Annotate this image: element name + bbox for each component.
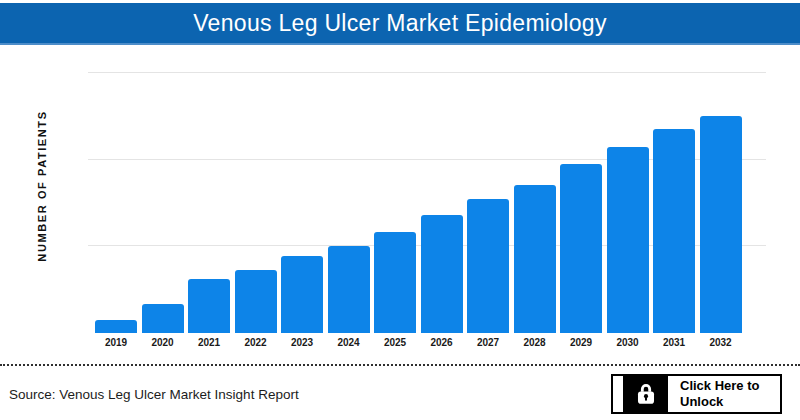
bar-2032: [700, 116, 742, 333]
bar-2021: [188, 279, 230, 333]
bar-2020: [142, 304, 184, 333]
x-tick-label: 2028: [514, 337, 556, 348]
x-tick-label: 2024: [328, 337, 370, 348]
bar-2030: [607, 147, 649, 333]
dotted-separator: [0, 364, 800, 366]
x-tick-label: 2019: [95, 337, 137, 348]
x-tick-label: 2032: [700, 337, 742, 348]
bar-2025: [374, 232, 416, 333]
x-tick-label: 2021: [188, 337, 230, 348]
title-banner: Venous Leg Ulcer Market Epidemiology: [0, 3, 800, 45]
unlock-button-gap: [613, 376, 623, 412]
bar-2029: [560, 164, 602, 333]
x-tick-label: 2025: [374, 337, 416, 348]
x-tick-label: 2020: [142, 337, 184, 348]
x-tick-label: 2023: [281, 337, 323, 348]
unlock-button-label: Click Here to Unlock: [668, 376, 780, 412]
x-axis-labels: 2019 2020 2021 2022 2023 2024 2025 2026 2027 2028…: [95, 337, 742, 348]
bar-2026: [421, 215, 463, 333]
source-note: Source: Venous Leg Ulcer Market Insight …: [9, 387, 299, 402]
bar-chart-plot-area: [88, 73, 766, 333]
bar-2023: [281, 256, 323, 333]
x-tick-label: 2029: [560, 337, 602, 348]
x-tick-label: 2022: [235, 337, 277, 348]
chart-title: Venous Leg Ulcer Market Epidemiology: [193, 10, 607, 37]
unlock-button[interactable]: Click Here to Unlock: [611, 374, 782, 414]
x-tick-label: 2031: [653, 337, 695, 348]
bar-2019: [95, 320, 137, 333]
lock-icon: [623, 376, 668, 412]
bar-2031: [653, 129, 695, 333]
page: Venous Leg Ulcer Market Epidemiology NUM…: [0, 0, 800, 420]
bar-2022: [235, 270, 277, 333]
x-tick-label: 2030: [607, 337, 649, 348]
bar-2027: [467, 199, 509, 333]
x-tick-label: 2027: [467, 337, 509, 348]
bars-row: [95, 73, 742, 333]
x-tick-label: 2026: [421, 337, 463, 348]
bar-2024: [328, 246, 370, 333]
y-axis-label: NUMBER OF PATIENTS: [36, 110, 48, 262]
bar-2028: [514, 185, 556, 333]
